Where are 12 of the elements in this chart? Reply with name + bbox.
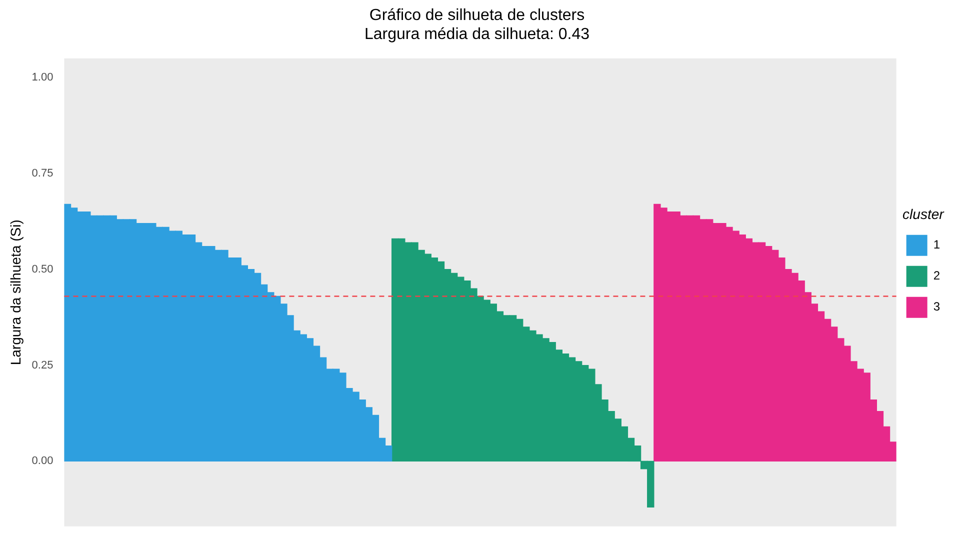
legend-label: 3 (933, 300, 940, 314)
chart-title: Gráfico de silhueta de clusters (369, 7, 585, 24)
legend-label: 2 (933, 268, 940, 283)
y-axis-title: Largura da silhueta (Si) (7, 220, 24, 366)
legend-label: 1 (933, 238, 940, 252)
y-tick-label: 0.00 (32, 455, 54, 468)
chart-subtitle: Largura média da silhueta: 0.43 (364, 26, 590, 44)
y-tick-label: 0.75 (32, 168, 54, 180)
y-tick-label: 1.00 (32, 72, 54, 84)
legend-title: cluster (902, 206, 946, 222)
y-tick-label: 0.25 (32, 359, 54, 372)
y-tick-label: 0.50 (32, 263, 54, 276)
